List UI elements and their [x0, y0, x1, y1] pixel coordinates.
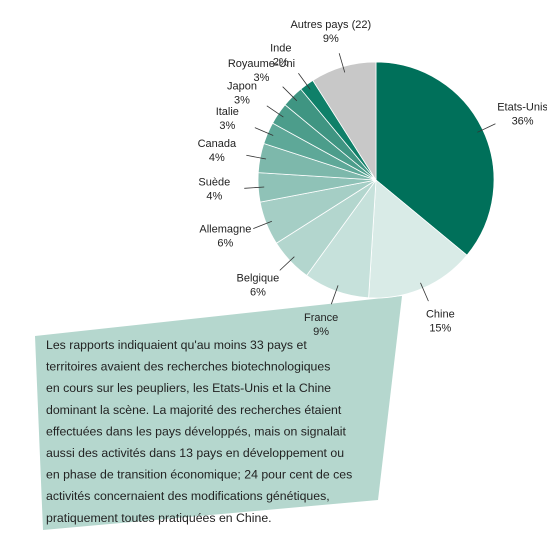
- leader-line: [266, 105, 284, 118]
- slice-value: 36%: [512, 115, 534, 127]
- slice-label: Belgique: [236, 272, 279, 284]
- slice-label: Etats-Unis: [497, 101, 547, 113]
- slice-label: Italie: [216, 106, 239, 118]
- slice-label: Inde: [270, 42, 291, 54]
- slice-label: Autres pays (22): [290, 19, 371, 31]
- slice-value: 4%: [209, 152, 225, 164]
- slice-label: France: [304, 312, 338, 324]
- slice-label: Japon: [227, 80, 257, 92]
- slice-value: 3%: [253, 72, 269, 84]
- annotation-line: territoires avaient des recherches biote…: [46, 360, 330, 374]
- slice-label: Allemagne: [199, 224, 251, 236]
- annotation-line: effectuées dans les pays développés, mai…: [46, 424, 346, 438]
- slice-label: Royaume-Uni: [228, 58, 295, 70]
- slice-label: Suède: [198, 177, 230, 189]
- slice-label: Canada: [198, 138, 237, 150]
- annotation-line: en phase de transition économique; 24 po…: [46, 468, 352, 482]
- slice-value: 3%: [219, 120, 235, 132]
- slice-value: 3%: [234, 94, 250, 106]
- slice-value: 15%: [429, 322, 451, 334]
- slice-value: 9%: [323, 33, 339, 45]
- leader-line: [254, 127, 274, 136]
- leader-line: [246, 154, 267, 160]
- slice-value: 6%: [217, 238, 233, 250]
- annotation-line: aussi des activités dans 13 pays en déve…: [46, 446, 344, 460]
- annotation-line: en cours sur les peupliers, les Etats-Un…: [46, 381, 331, 395]
- leader-line: [253, 220, 273, 229]
- leader-line: [244, 186, 265, 189]
- leader-line: [282, 86, 298, 102]
- annotation-line: dominant la scène. La majorité des reche…: [46, 403, 342, 417]
- slice-value: 2%: [273, 56, 289, 68]
- slice-label: Chine: [426, 308, 455, 320]
- leader-line: [420, 282, 429, 302]
- leader-line: [279, 256, 295, 271]
- slice-value: 4%: [206, 191, 222, 203]
- annotation-line: activités concernaient des modifications…: [46, 489, 330, 503]
- annotation-line: Les rapports indiquaient qu'au moins 33 …: [46, 338, 307, 352]
- annotation-box: [35, 296, 402, 530]
- slice-value: 9%: [313, 326, 329, 338]
- leader-line: [298, 72, 311, 90]
- leader-line: [477, 123, 496, 133]
- leader-line: [330, 285, 339, 305]
- annotation-line: pratiquement toutes pratiquées en Chine.: [46, 511, 272, 525]
- slice-value: 6%: [250, 286, 266, 298]
- leader-line: [338, 53, 346, 73]
